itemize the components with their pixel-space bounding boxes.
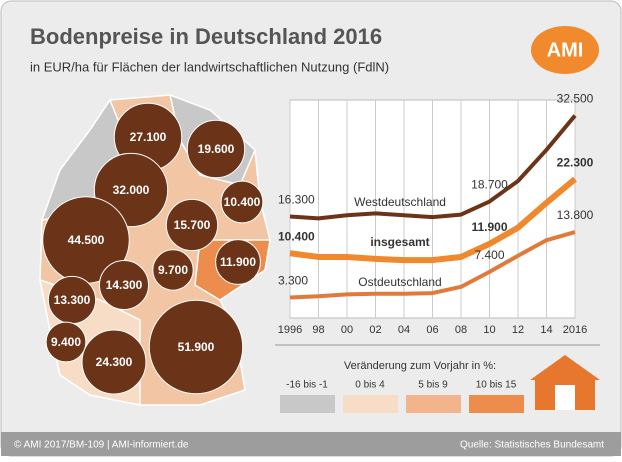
bubble [165, 198, 219, 252]
series-label: insgesamt [370, 235, 429, 249]
value-label: 13.800 [557, 208, 594, 222]
bubble-label: 19.600 [198, 142, 235, 156]
bubble [98, 259, 150, 311]
value-label: 22.300 [557, 155, 594, 169]
bubble [148, 299, 244, 395]
legend-swatch [469, 395, 524, 413]
legend-label: 5 bis 9 [418, 380, 448, 391]
bubble-label: 11.900 [220, 255, 256, 269]
x-tick-label: 00 [341, 324, 353, 336]
x-tick-label: 08 [455, 324, 467, 336]
bubble-label: 9.400 [51, 335, 81, 349]
x-tick-label: 98 [312, 324, 324, 336]
legend-label: -16 bis -1 [286, 380, 328, 391]
barn-icon [530, 355, 600, 410]
footer-right: Quelle: Statistisches Bundesamt [460, 440, 604, 451]
value-label: 3.300 [278, 274, 308, 288]
bubble [81, 329, 147, 395]
bubble-label: 32.000 [113, 183, 150, 197]
footer-bar [1, 432, 621, 456]
line [289, 230, 576, 300]
bubble-label: 24.300 [96, 355, 133, 369]
bubble-label: 44.500 [68, 233, 105, 247]
bubble [215, 239, 261, 285]
x-tick-label: 10 [483, 324, 495, 336]
legend-swatch [280, 395, 335, 413]
value-label: 11.900 [471, 220, 507, 234]
x-tick-label: 12 [512, 324, 524, 336]
x-tick-label: 04 [398, 324, 410, 336]
bubble-label: 13.300 [54, 293, 91, 307]
series-label: Westdeutschland [354, 195, 446, 209]
bubble [220, 180, 264, 224]
bubble-label: 15.700 [174, 218, 211, 232]
bubble [45, 321, 87, 363]
bubble-label: 27.100 [130, 130, 167, 144]
subtitle: in EUR/ha für Flächen der landwirtschaft… [30, 59, 389, 74]
x-tick-label: 14 [540, 324, 552, 336]
legend-title: Veränderung zum Vorjahr in %: [344, 360, 496, 372]
bubble-label: 9.700 [158, 263, 188, 277]
x-tick-label: 02 [369, 324, 381, 336]
legend-label: 10 bis 15 [476, 380, 517, 391]
value-label: 10.400 [278, 229, 315, 243]
legend-swatch [406, 395, 461, 413]
series-label: Ostdeutschland [358, 275, 441, 289]
bubble [152, 249, 194, 291]
x-tick-label: 2016 [563, 324, 587, 336]
value-label: 32.500 [557, 92, 594, 106]
x-tick-label: 06 [426, 324, 438, 336]
legend-label: 0 bis 4 [355, 380, 385, 391]
x-tick-label: 1996 [278, 324, 302, 336]
value-label: 7.400 [474, 248, 504, 262]
line [289, 176, 577, 264]
logo: AMI [547, 39, 584, 61]
logo-badge [531, 26, 599, 74]
value-label: 16.300 [278, 193, 315, 207]
footer-left: © AMI 2017/BM-109 | AMI-informiert.de [14, 440, 189, 451]
bubble-label: 14.300 [106, 278, 143, 292]
line [289, 114, 577, 221]
bubble-label: 10.400 [224, 195, 261, 209]
bubble [186, 119, 246, 179]
value-label: 18.700 [471, 178, 508, 192]
bubble-label: 51.900 [178, 340, 215, 354]
title: Bodenpreise in Deutschland 2016 [30, 24, 382, 49]
legend-swatch [343, 395, 398, 413]
